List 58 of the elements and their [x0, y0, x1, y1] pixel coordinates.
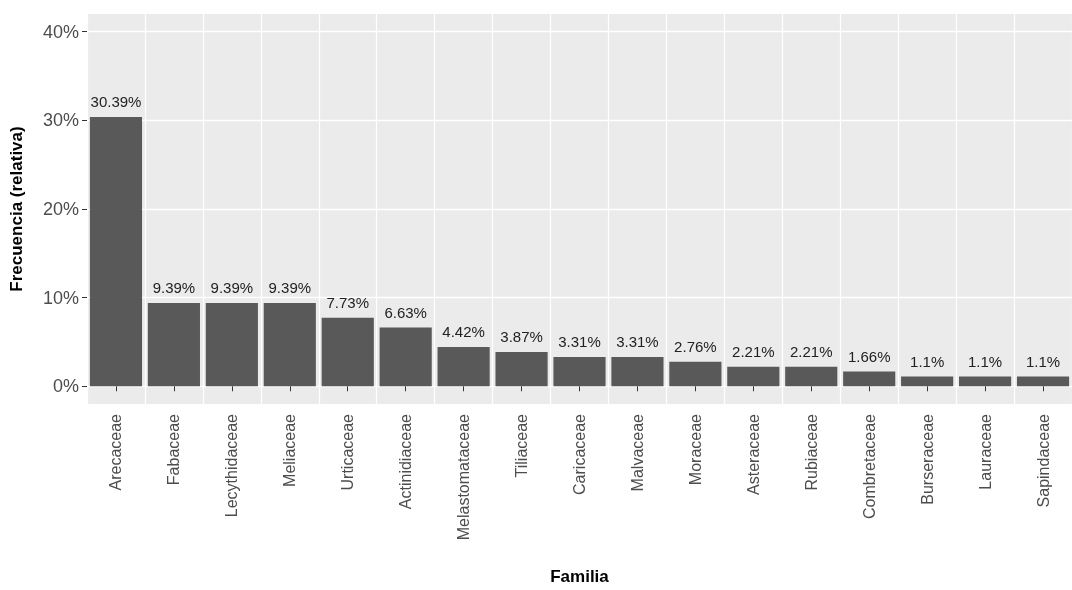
data-label: 1.1%: [1025, 352, 1061, 370]
bar: [843, 371, 896, 387]
x-tick-label: Tiliaceae: [513, 413, 531, 478]
x-tick-label: Caricaceae: [571, 413, 588, 495]
x-tick-label: Meliaceae: [281, 413, 299, 487]
y-tick-label: 10%: [42, 287, 79, 308]
bar: [437, 347, 490, 387]
bar: [89, 116, 143, 387]
data-label: 9.39%: [268, 279, 312, 297]
x-axis-title: Familia: [550, 567, 610, 586]
x-tick-label: Burseraceae: [918, 413, 936, 505]
data-label: 3.31%: [616, 332, 659, 350]
bar: [321, 317, 374, 387]
data-label: 1.1%: [967, 352, 1003, 370]
y-tick-label: 0%: [52, 376, 79, 397]
bar: [263, 303, 316, 387]
bar: [379, 327, 432, 387]
bar: [669, 361, 722, 387]
x-tick-label: Rubiaceae: [802, 413, 820, 491]
bar: [205, 303, 258, 387]
bar: [147, 303, 200, 387]
data-label: 2.21%: [789, 342, 833, 360]
data-label: 9.39%: [152, 279, 196, 297]
data-label: 3.31%: [558, 332, 601, 350]
x-tick-label: Asteraceae: [744, 413, 762, 495]
data-label: 9.39%: [210, 279, 254, 297]
x-tick-label: Urticaceae: [339, 413, 357, 491]
x-tick-label: Moraceae: [686, 413, 704, 486]
data-label: 1.1%: [910, 352, 945, 370]
data-label: 2.76%: [674, 337, 717, 355]
data-label: 6.63%: [384, 303, 427, 321]
y-tick-label: 30%: [42, 110, 79, 131]
x-tick-label: Arecaceae: [107, 413, 125, 491]
data-label: 2.21%: [732, 342, 775, 360]
bar: [901, 376, 954, 387]
data-label: 3.87%: [500, 327, 543, 345]
x-tick-label: Lecythidaceae: [223, 413, 241, 518]
data-label: 30.39%: [90, 92, 142, 110]
bar: [611, 356, 664, 387]
x-tick-label: Actinidiaceae: [397, 413, 415, 510]
bar: [1016, 376, 1070, 387]
bar: [727, 366, 780, 387]
data-label: 4.42%: [442, 323, 485, 341]
data-label: 1.66%: [847, 347, 891, 365]
bar: [785, 366, 838, 387]
bar: [495, 351, 548, 387]
data-label: 7.73%: [326, 293, 370, 311]
x-tick-label: Sapindaceae: [1034, 413, 1052, 508]
x-tick-label: Malvaceae: [628, 413, 646, 492]
x-tick-label: Lauraceae: [976, 413, 994, 490]
y-axis-title: Frecuencia (relativa): [7, 126, 26, 292]
x-tick-label: Fabaceae: [165, 413, 183, 486]
bar: [553, 356, 606, 387]
x-tick-label: Combretaceae: [860, 413, 878, 519]
bar: [959, 376, 1012, 387]
y-tick-label: 40%: [42, 21, 79, 42]
x-tick-label: Melastomataceae: [455, 413, 473, 541]
y-tick-label: 20%: [42, 199, 79, 219]
